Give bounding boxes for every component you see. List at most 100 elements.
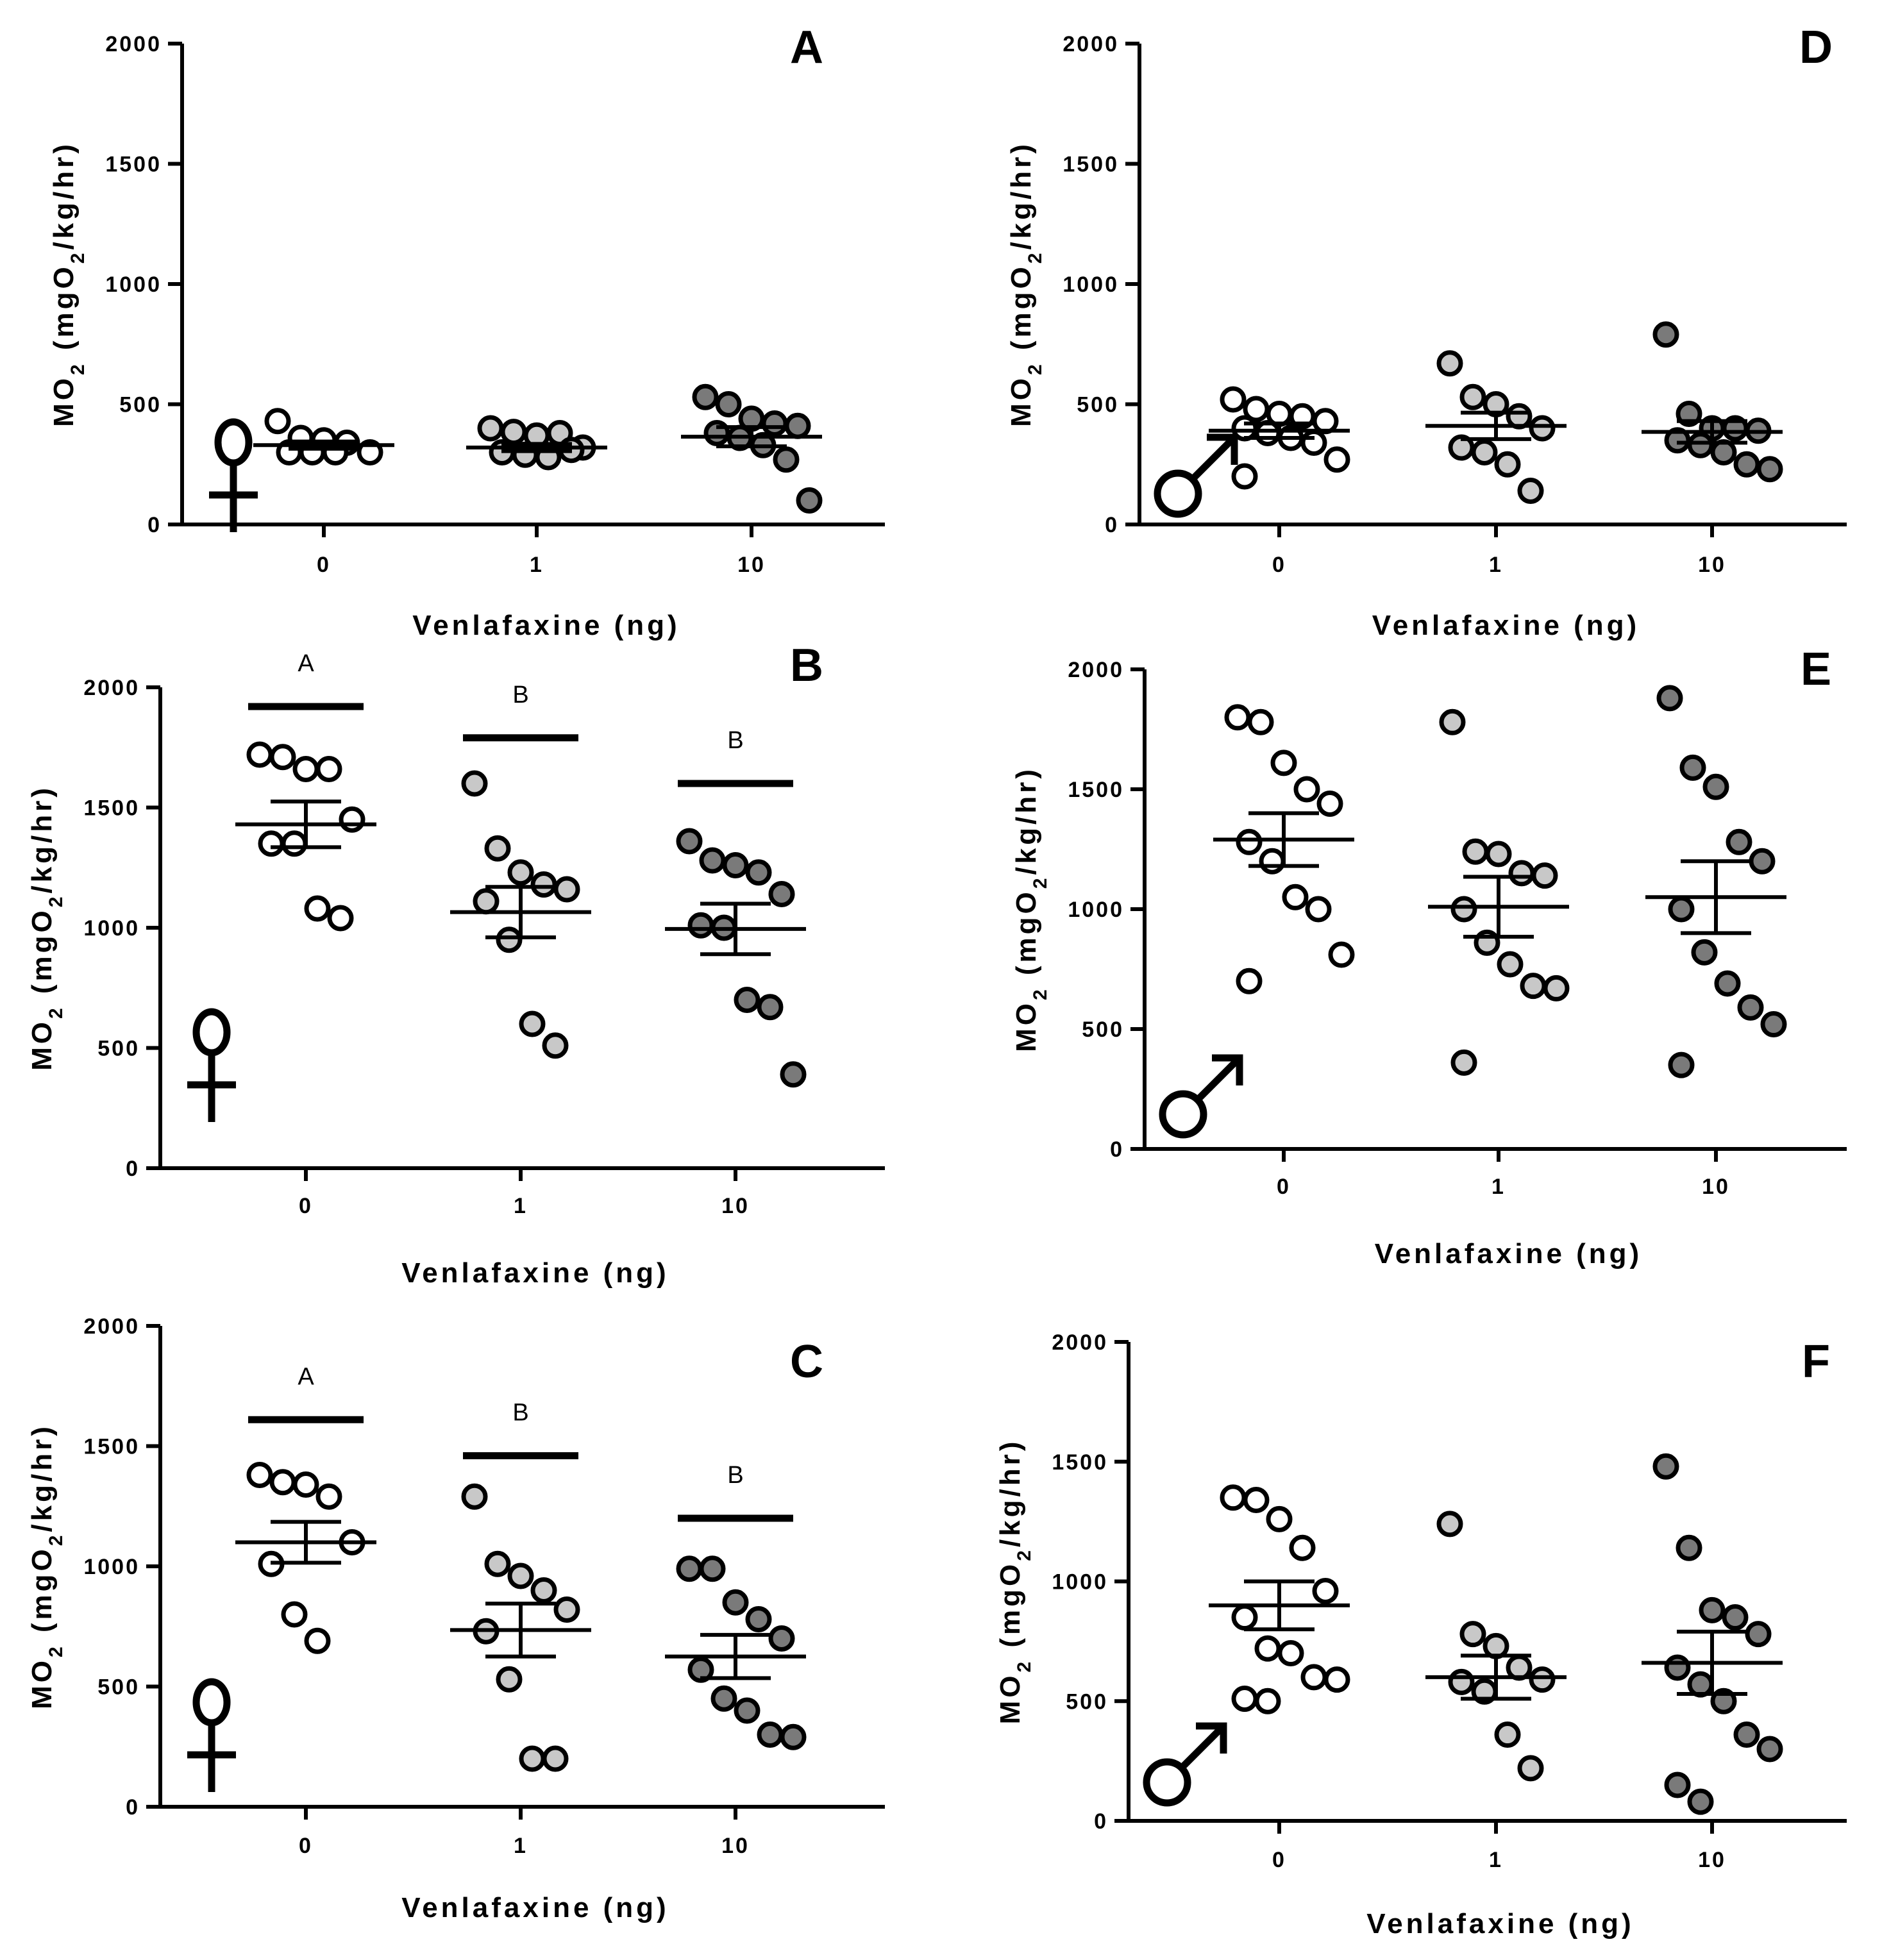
panel-letter: C — [790, 1336, 823, 1387]
y-tick-label: 2000 — [1052, 1330, 1108, 1355]
data-point — [1676, 1534, 1702, 1561]
y-tick-label: 500 — [97, 1675, 140, 1700]
y-axis-title: MO2 (mgO2/kg/hr) — [1011, 766, 1051, 1052]
data-point — [1664, 1654, 1691, 1681]
y-tick-label: 0 — [126, 1157, 140, 1181]
data-point — [246, 741, 273, 768]
data-point — [676, 828, 703, 855]
data-point — [745, 859, 772, 886]
data-point — [542, 1745, 569, 1772]
data-point — [1745, 1621, 1772, 1648]
y-tick-label: 500 — [97, 1037, 140, 1061]
data-point — [461, 770, 488, 797]
data-point — [699, 847, 726, 874]
data-point — [519, 1745, 546, 1772]
x-tick-label: 0 — [1277, 1175, 1291, 1199]
y-tick-label: 500 — [119, 393, 162, 417]
data-point — [1485, 841, 1512, 867]
data-point — [1691, 939, 1718, 966]
data-point — [1687, 1671, 1714, 1698]
data-point — [496, 926, 523, 953]
data-point — [1450, 896, 1477, 923]
data-point — [269, 744, 296, 771]
data-point — [722, 1589, 749, 1616]
data-point — [315, 1483, 342, 1510]
data-point — [1462, 838, 1489, 865]
data-point — [1529, 1666, 1556, 1693]
y-tick-label: 500 — [1077, 393, 1119, 417]
data-point — [796, 487, 823, 514]
x-axis-title: Venlafaxine (ng) — [1372, 610, 1640, 641]
data-point — [1231, 1604, 1258, 1631]
data-point — [1254, 1635, 1281, 1662]
significance-letter: A — [298, 650, 314, 677]
data-point — [1543, 975, 1570, 1001]
data-point — [327, 905, 354, 932]
data-point — [676, 1555, 703, 1582]
x-tick-label: 10 — [1698, 1848, 1726, 1872]
data-point — [553, 1596, 580, 1623]
panel-letter: E — [1801, 644, 1831, 695]
data-point — [1231, 463, 1258, 490]
significance-letter: A — [298, 1363, 314, 1390]
panel-letter: D — [1799, 22, 1833, 73]
data-point — [1277, 1640, 1304, 1667]
data-point — [1652, 1453, 1679, 1480]
y-tick-label: 1000 — [1068, 898, 1124, 922]
x-tick-label: 10 — [1698, 553, 1726, 577]
x-tick-label: 1 — [1489, 1848, 1503, 1872]
y-tick-label: 2000 — [83, 676, 140, 700]
y-tick-label: 0 — [126, 1795, 140, 1820]
y-tick-label: 2000 — [1068, 658, 1124, 682]
y-axis-title: MO2 (mgO2/kg/hr) — [26, 1423, 67, 1709]
data-point — [1494, 451, 1521, 478]
data-point — [692, 383, 719, 410]
data-point — [507, 1562, 534, 1589]
y-tick-label: 1500 — [1068, 778, 1124, 802]
female-symbol-icon — [209, 418, 258, 532]
y-tick-label: 1500 — [1052, 1450, 1108, 1475]
data-point — [687, 912, 714, 939]
panel-b: 0 500 1000 1500 2000 0 1 10 Venlafaxine (ng) MO2 … — [26, 640, 885, 1289]
data-point — [1436, 350, 1463, 377]
panel-e: 0 500 1000 1500 2000 0 1 10 Venlafaxine (ng) MO2 … — [1011, 644, 1847, 1269]
x-tick-label: 10 — [1702, 1175, 1730, 1199]
data-point — [473, 888, 500, 915]
data-point — [1224, 704, 1251, 731]
data-point — [699, 1555, 726, 1582]
y-tick-label: 2000 — [1063, 32, 1119, 56]
data-point — [1506, 1654, 1533, 1681]
data-point — [477, 415, 504, 442]
x-tick-label: 0 — [317, 553, 331, 577]
data-point — [1459, 1621, 1486, 1648]
data-point — [1517, 478, 1544, 504]
data-point — [1316, 790, 1343, 817]
y-tick-label: 0 — [1094, 1809, 1108, 1834]
data-point — [1471, 439, 1498, 465]
data-point — [269, 1469, 296, 1496]
data-point — [784, 412, 811, 439]
y-tick-label: 1000 — [83, 916, 140, 941]
data-point — [1266, 1505, 1293, 1532]
data-point — [1236, 828, 1263, 855]
y-tick-label: 1000 — [105, 272, 162, 297]
data-point — [1439, 708, 1466, 735]
panel-d: 0 500 1000 1500 2000 0 1 10 Venlafaxine (ng) MO2 … — [1005, 22, 1847, 641]
male-symbol-icon — [1143, 1722, 1227, 1807]
data-point — [687, 1656, 714, 1683]
data-point — [519, 1010, 546, 1037]
y-tick-label: 2000 — [83, 1314, 140, 1339]
data-point — [315, 756, 342, 782]
y-axis-title: MO2 (mgO2/kg/hr) — [1005, 141, 1046, 427]
data-point — [1517, 1755, 1544, 1782]
data-point — [1664, 1772, 1691, 1798]
data-point — [1679, 754, 1706, 781]
data-point — [304, 895, 331, 922]
x-tick-label: 0 — [1272, 1848, 1286, 1872]
data-point — [1756, 456, 1783, 483]
data-point — [1733, 451, 1760, 478]
data-point — [1668, 896, 1695, 923]
male-symbol-icon — [1154, 433, 1238, 518]
data-point — [757, 1721, 784, 1748]
